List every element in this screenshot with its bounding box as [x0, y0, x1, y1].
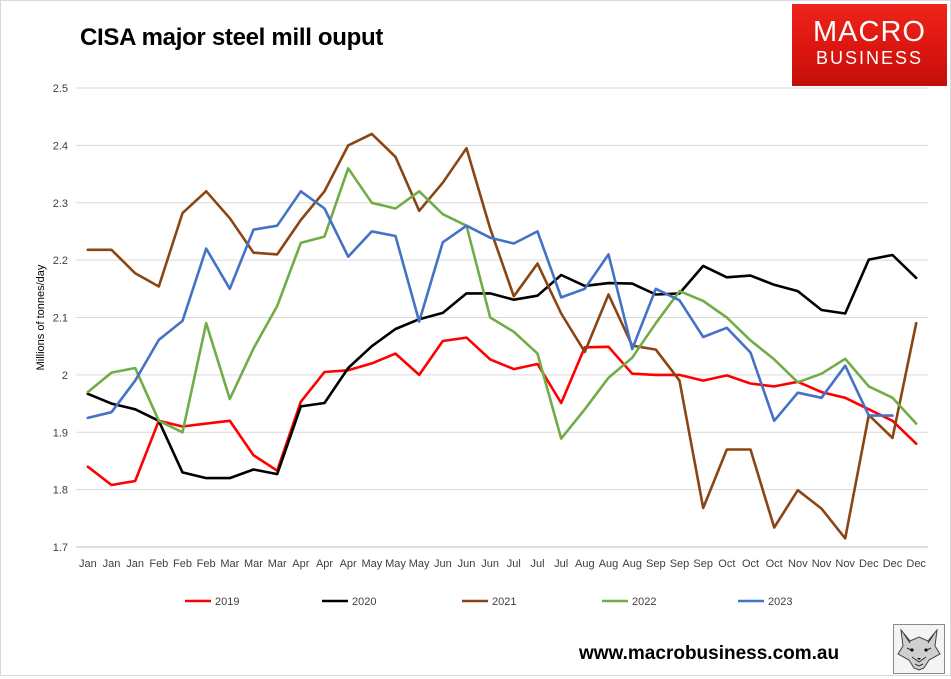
x-tick-label: Oct — [766, 558, 783, 570]
x-tick-label: Jul — [507, 558, 521, 570]
x-tick-label: Feb — [149, 558, 168, 570]
y-tick-label: 2.1 — [53, 313, 68, 325]
x-tick-label: Jan — [103, 558, 121, 570]
x-tick-label: Jun — [434, 558, 452, 570]
x-tick-label: May — [361, 558, 382, 570]
legend-label-2022: 2022 — [632, 596, 656, 608]
x-tick-label: Mar — [244, 558, 263, 570]
x-tick-label: May — [385, 558, 406, 570]
y-tick-label: 1.7 — [53, 542, 68, 554]
logo-line-business: BUSINESS — [815, 48, 924, 68]
y-tick-label: 2.3 — [53, 198, 68, 210]
series-line-2022 — [86, 167, 918, 440]
legend-label-2020: 2020 — [352, 596, 376, 608]
x-tick-label: Apr — [340, 558, 357, 570]
x-tick-label: Jan — [126, 558, 144, 570]
y-axis-title: Millions of tonnes/day — [35, 264, 47, 370]
x-tick-label: Mar — [268, 558, 287, 570]
x-tick-label: Feb — [197, 558, 216, 570]
x-tick-label: Sep — [693, 558, 713, 570]
y-tick-label: 2 — [62, 370, 68, 382]
x-tick-label: Aug — [622, 558, 642, 570]
y-tick-label: 1.9 — [53, 427, 68, 439]
x-tick-label: Nov — [835, 558, 855, 570]
x-tick-label: Dec — [883, 558, 903, 570]
legend-label-2019: 2019 — [215, 596, 239, 608]
x-tick-label: Aug — [575, 558, 595, 570]
x-tick-label: Mar — [220, 558, 239, 570]
macrobusiness-logo: MACRO BUSINESS — [792, 4, 947, 86]
x-tick-label: Jul — [554, 558, 568, 570]
chart-title: CISA major steel mill ouput — [80, 24, 384, 51]
x-tick-label: Nov — [812, 558, 832, 570]
website-url: www.macrobusiness.com.au — [579, 643, 840, 664]
x-tick-label: Sep — [646, 558, 666, 570]
x-tick-label: Jun — [458, 558, 476, 570]
y-tick-label: 1.8 — [53, 485, 68, 497]
series-line-2019 — [86, 336, 918, 487]
x-tick-label: Aug — [599, 558, 619, 570]
wolf-head-icon — [893, 624, 945, 674]
y-tick-label: 2.4 — [53, 140, 68, 152]
y-tick-label: 2.2 — [53, 255, 68, 267]
x-tick-label: May — [409, 558, 430, 570]
x-tick-label: Oct — [742, 558, 759, 570]
x-tick-label: Jun — [481, 558, 499, 570]
y-tick-label: 2.5 — [53, 83, 68, 95]
x-tick-label: Oct — [718, 558, 735, 570]
x-tick-label: Sep — [670, 558, 690, 570]
series-line-2021 — [86, 132, 918, 540]
series-line-2023 — [86, 190, 894, 423]
x-tick-label: Dec — [906, 558, 926, 570]
series-line-2020 — [86, 253, 918, 480]
legend-label-2023: 2023 — [768, 596, 792, 608]
x-tick-label: Nov — [788, 558, 808, 570]
legend-label-2021: 2021 — [492, 596, 516, 608]
logo-line-macro: MACRO — [813, 16, 926, 48]
x-tick-label: Feb — [173, 558, 192, 570]
x-tick-label: Jul — [530, 558, 544, 570]
x-tick-label: Apr — [316, 558, 333, 570]
x-tick-label: Apr — [292, 558, 309, 570]
x-tick-label: Dec — [859, 558, 879, 570]
x-tick-label: Jan — [79, 558, 97, 570]
